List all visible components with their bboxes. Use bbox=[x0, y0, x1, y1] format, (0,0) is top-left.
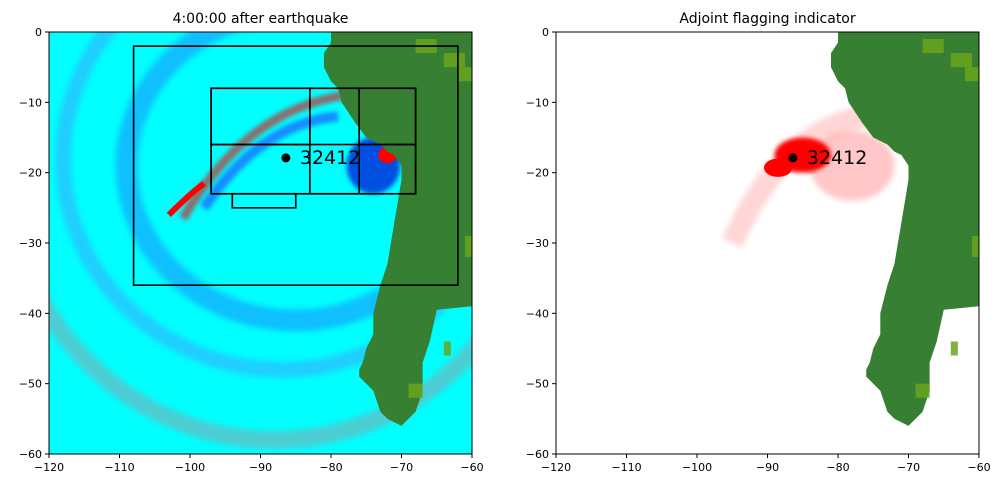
y-tick-label: −60 bbox=[19, 448, 42, 461]
gauge-marker-group: 32412 bbox=[281, 147, 360, 169]
highland-patch bbox=[950, 53, 972, 68]
highland-patch bbox=[915, 383, 930, 398]
y-tick-label: −30 bbox=[19, 237, 42, 250]
highland-patch bbox=[964, 67, 979, 82]
gauge-marker-group: 32412 bbox=[788, 147, 867, 169]
y-tick-label: −20 bbox=[526, 167, 549, 180]
x-tick-label: −120 bbox=[34, 461, 64, 474]
y-tick-label: −10 bbox=[19, 96, 42, 109]
highland-patch bbox=[443, 53, 465, 68]
gauge-label: 32412 bbox=[807, 147, 867, 169]
panel-adjoint-flagging: Adjoint flagging indicator 32412 −120 −11… bbox=[526, 11, 991, 474]
x-tick-label: −120 bbox=[541, 461, 571, 474]
y-tick-label: −50 bbox=[19, 378, 42, 391]
x-tick-label: −110 bbox=[611, 461, 641, 474]
y-tick-label: −20 bbox=[19, 167, 42, 180]
highland-patch bbox=[408, 383, 423, 398]
axes-ticks-left: −120 −110 −100 −90 −80 −70 −60 0 −10 −20 −30 −40 −50… bbox=[19, 26, 484, 474]
x-tick-label: −70 bbox=[897, 461, 920, 474]
gauge-label: 32412 bbox=[300, 147, 360, 169]
y-tick-label: 0 bbox=[542, 26, 549, 39]
x-tick-label: −100 bbox=[682, 461, 712, 474]
land-polygon bbox=[831, 32, 979, 426]
gauge-marker bbox=[788, 153, 798, 163]
x-tick-label: −70 bbox=[390, 461, 413, 474]
x-tick-label: −90 bbox=[756, 461, 779, 474]
x-tick-label: −100 bbox=[175, 461, 205, 474]
x-tick-label: −60 bbox=[967, 461, 990, 474]
refinement-box bbox=[231, 192, 297, 209]
refinement-boxes bbox=[132, 45, 459, 286]
y-tick-label: −10 bbox=[526, 96, 549, 109]
y-tick-label: −40 bbox=[526, 307, 549, 320]
y-tick-label: −30 bbox=[526, 237, 549, 250]
wave-crest-peak bbox=[166, 180, 206, 217]
y-tick-label: −50 bbox=[526, 378, 549, 391]
panel-wave-field: 4:00:00 after earthquake 32412 −120 −110−… bbox=[19, 11, 484, 474]
flag-region-nearshore bbox=[809, 130, 895, 201]
wave-ring-middle bbox=[55, 32, 472, 378]
x-tick-label: −80 bbox=[319, 461, 342, 474]
highland-patch bbox=[922, 39, 944, 54]
y-tick-label: −40 bbox=[19, 307, 42, 320]
x-tick-label: −80 bbox=[826, 461, 849, 474]
panel-title-left: 4:00:00 after earthquake bbox=[173, 11, 349, 27]
refinement-box bbox=[132, 45, 459, 286]
highland-patch bbox=[464, 235, 472, 258]
coastline-land bbox=[323, 32, 472, 426]
wave-ring-outer bbox=[49, 32, 472, 449]
flag-region-core-west bbox=[763, 158, 793, 177]
y-tick-label: 0 bbox=[35, 26, 42, 39]
wave-trough-arc bbox=[199, 111, 339, 211]
coastline-land bbox=[831, 32, 979, 426]
x-tick-label: −90 bbox=[249, 461, 272, 474]
highland-patch bbox=[457, 67, 472, 82]
refinement-box bbox=[210, 143, 417, 195]
x-tick-label: −110 bbox=[104, 461, 134, 474]
land-polygon bbox=[323, 32, 472, 426]
y-tick-label: −60 bbox=[526, 448, 549, 461]
highland-patch bbox=[443, 341, 451, 356]
gauge-marker bbox=[281, 153, 291, 163]
panel-title-right: Adjoint flagging indicator bbox=[679, 11, 856, 27]
highland-patch bbox=[971, 235, 979, 258]
axes-ticks-right: −120 −110 −100 −90 −80 −70 −60 0 −10 −20 −30 −40 −50… bbox=[526, 26, 991, 474]
wave-crest-arc bbox=[179, 90, 346, 221]
highland-patch bbox=[950, 341, 958, 356]
x-tick-label: −60 bbox=[460, 461, 483, 474]
